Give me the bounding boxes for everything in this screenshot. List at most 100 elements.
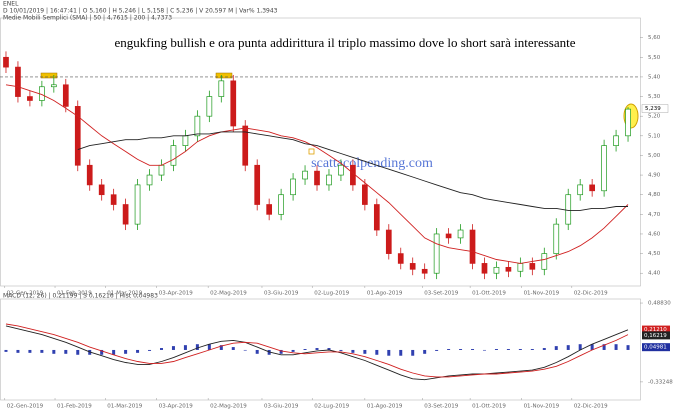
histogram-bar (423, 349, 427, 354)
candle-body (230, 80, 237, 127)
y-tick-label: 4,60 (648, 231, 661, 237)
macd-frame (0, 298, 641, 401)
candle-body (170, 145, 177, 166)
value-tag (642, 325, 670, 334)
candle-body (122, 204, 129, 225)
candle-body (601, 145, 607, 192)
candle-body (457, 229, 464, 239)
candle-body (505, 266, 512, 272)
histogram-bar (447, 349, 451, 350)
candle-body (134, 184, 141, 225)
candle-body (541, 253, 548, 270)
histogram-bar (148, 349, 152, 351)
histogram-bar (303, 349, 307, 350)
x-tick-label: 01-Nov-2019 (524, 291, 560, 297)
candle-body (182, 135, 189, 146)
histogram-bar (518, 349, 522, 350)
histogram-bar (602, 344, 606, 350)
histogram-bar (40, 349, 44, 353)
x-tick-label: 01-Ott-2019 (472, 404, 506, 410)
candle-body (98, 184, 105, 196)
y-tick-label: 5,00 (648, 153, 661, 159)
histogram-bar (327, 348, 331, 350)
histogram-bar (112, 349, 116, 355)
x-tick-label: 01-Mar-2019 (107, 404, 142, 410)
candle-body (577, 184, 584, 196)
histogram-bar (28, 349, 32, 353)
x-tick-label: 01-Ago-2019 (367, 404, 403, 410)
histogram-bar (16, 349, 20, 353)
x-tick-label: 01-Nov-2019 (524, 404, 560, 410)
histogram-bar (626, 345, 630, 350)
top-marker (215, 72, 233, 79)
candle-body (517, 263, 524, 272)
plot: 4,40 4,50 4,60 4,70 4,80 4,90 5,00 5,10 5,20 5,30… (0, 35, 673, 410)
candle-body (469, 229, 476, 264)
price-tag (641, 104, 669, 113)
candle-body (290, 178, 296, 196)
candle-body (373, 204, 380, 231)
histogram-bar (614, 344, 618, 350)
x-tick-label: 03-Apr-2019 (159, 291, 194, 297)
candle-body (266, 204, 273, 215)
value-tag (642, 343, 670, 352)
histogram-bar (255, 349, 259, 354)
candle-body (302, 170, 308, 180)
y-tick-label: 4,50 (648, 251, 661, 257)
x-tick-label: 02-Gen-2019 (7, 404, 44, 410)
x-tick-label: 01-Ott-2019 (472, 291, 506, 297)
y-tick-label: 4,40 (648, 271, 661, 277)
candle-body (625, 108, 631, 137)
candle-body (565, 194, 572, 225)
histogram-bar (566, 345, 570, 350)
histogram-bar (411, 349, 415, 356)
x-tick-label: 02-Gen-2019 (7, 291, 44, 297)
price-tag-label: 5,239 (645, 106, 661, 112)
candle-body (589, 184, 595, 192)
candle-body (397, 253, 404, 264)
x-tick-label: 02-Lug-2019 (314, 291, 349, 297)
histogram-bar (339, 349, 343, 351)
x-tick-label: 03-Apr-2019 (159, 404, 194, 410)
histogram-bar (219, 345, 223, 350)
histogram-bar (231, 347, 235, 350)
y-tick-label: 4,90 (648, 173, 661, 179)
histogram-bar (243, 349, 247, 351)
histogram-bar (171, 346, 175, 350)
candle-body (493, 266, 500, 274)
ohlc-header: D 10/01/2019 | 16:47:41 | O 5,160 | H 5,… (3, 8, 278, 15)
marker (308, 148, 315, 155)
y-tick-label: 0,48830 (648, 301, 671, 307)
histogram-bar (554, 346, 558, 350)
value-tag-label: 0,16219 (644, 333, 667, 339)
y-tick-label: 4,70 (648, 212, 661, 218)
macd-header: MACD (12, 26) | 0,21199 | S 0,16216 | Hi… (3, 293, 158, 300)
candle-body (27, 96, 33, 101)
candle-body (74, 106, 81, 166)
candle-body (194, 115, 201, 137)
candle-body (481, 263, 488, 274)
candle-body (529, 263, 536, 270)
candle-body (445, 233, 452, 239)
histogram-bar (530, 349, 534, 350)
candle-body (362, 184, 368, 205)
histogram-bar (363, 349, 367, 354)
histogram-bar (471, 349, 475, 350)
histogram-bar (159, 348, 163, 350)
candle-body (242, 125, 249, 166)
y-tick-label: 5,20 (648, 114, 661, 120)
main-frame (0, 17, 641, 287)
moving-average (77, 131, 628, 211)
histogram-bar (4, 349, 8, 352)
annotation: engukfing bullish e ora punta addirittur… (114, 35, 575, 50)
histogram-bar (482, 349, 486, 351)
indicator-legend: Medie Mobili Semplici (SMA) | 50 | 4,761… (3, 15, 172, 22)
x-tick-label: 03-Giu-2019 (264, 404, 299, 410)
candle-body (158, 164, 165, 176)
candle-body (409, 263, 416, 270)
candle-body (15, 66, 21, 97)
histogram-bar (291, 349, 295, 352)
candle-body (62, 84, 69, 107)
histogram-bar (590, 344, 594, 350)
